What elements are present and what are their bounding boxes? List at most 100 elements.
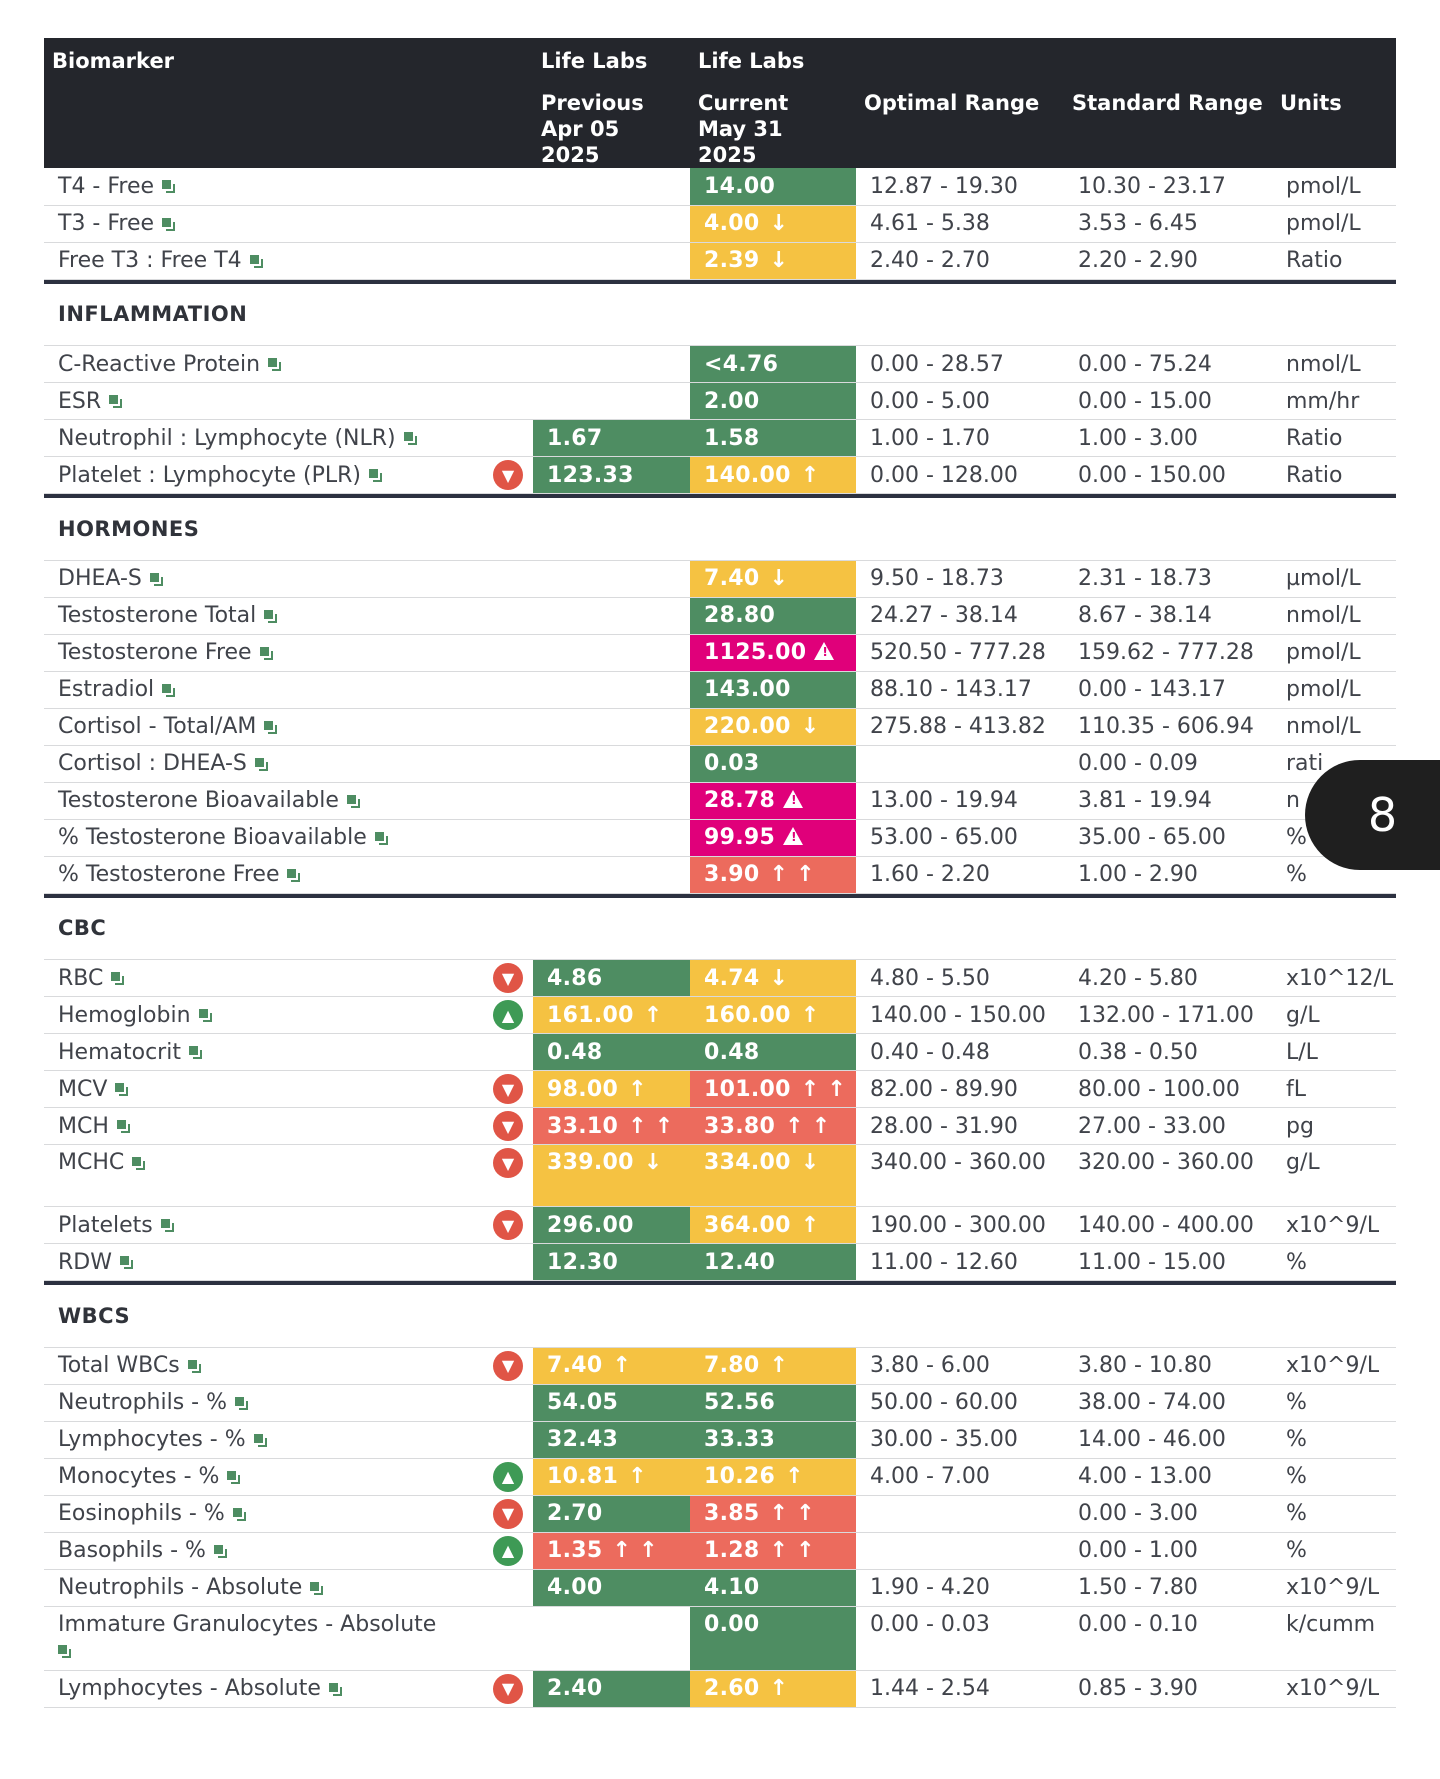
thumbs-up-icon[interactable]: ▲	[493, 1535, 523, 1566]
external-link-icon[interactable]	[116, 1120, 130, 1133]
external-link-icon[interactable]	[119, 1256, 133, 1269]
external-link-icon[interactable]	[328, 1682, 342, 1696]
thumbs-down-icon[interactable]: ▼	[493, 1673, 523, 1704]
table-row: Hematocrit 0.48 0.48 0.40 - 0.48 0.38 - …	[44, 1033, 1396, 1071]
units: x10^12/L	[1272, 959, 1396, 997]
external-link-icon[interactable]	[162, 180, 176, 194]
page-number-badge[interactable]: 8	[1305, 760, 1440, 870]
biomarker-name[interactable]: MCH ▼	[44, 1107, 533, 1145]
thumbs-down-icon[interactable]: ▼	[493, 1498, 523, 1529]
biomarker-name[interactable]: C-Reactive Protein	[44, 345, 533, 383]
external-link-icon[interactable]	[213, 1544, 227, 1558]
biomarker-name[interactable]: T3 - Free	[44, 205, 533, 243]
optimal-range: 140.00 - 150.00	[856, 996, 1064, 1034]
external-link-icon[interactable]	[132, 1156, 146, 1170]
external-link-icon[interactable]	[346, 794, 360, 808]
external-link-icon[interactable]	[253, 1433, 267, 1447]
biomarker-name[interactable]: Monocytes - % ▲	[44, 1458, 533, 1496]
external-link-icon[interactable]	[109, 395, 123, 408]
external-link-icon[interactable]	[232, 1507, 246, 1521]
previous-value: 1.67	[533, 419, 690, 457]
external-link-icon[interactable]	[187, 1359, 201, 1373]
header-current: Life Labs Current May 31 2025	[698, 49, 805, 167]
thumbs-down-icon[interactable]: ▼	[493, 1350, 523, 1381]
external-link-icon[interactable]	[188, 1046, 202, 1059]
biomarker-name[interactable]: Immature Granulocytes - Absolute	[44, 1606, 533, 1671]
external-link-icon[interactable]	[254, 757, 268, 771]
external-link-icon[interactable]	[162, 683, 176, 697]
previous-value: 296.00	[533, 1206, 690, 1244]
optimal-range: 50.00 - 60.00	[856, 1384, 1064, 1422]
thumbs-down-icon[interactable]: ▼	[493, 1210, 523, 1240]
previous-value: 7.40 ↑	[533, 1347, 690, 1385]
biomarker-name[interactable]: MCHC ▼	[44, 1144, 533, 1207]
units: k/cumm	[1272, 1606, 1396, 1671]
biomarker-name[interactable]: Basophils - % ▲	[44, 1532, 533, 1570]
biomarker-name[interactable]: Cortisol - Total/AM	[44, 708, 533, 746]
biomarker-name[interactable]: Testosterone Total	[44, 597, 533, 635]
optimal-range: 0.00 - 128.00	[856, 456, 1064, 494]
biomarker-name[interactable]: Total WBCs ▼	[44, 1347, 533, 1385]
arrow-up-icon: ↑	[769, 1353, 789, 1378]
biomarker-name[interactable]: T4 - Free	[44, 168, 533, 206]
biomarker-name[interactable]: ESR	[44, 382, 533, 420]
optimal-range: 4.61 - 5.38	[856, 205, 1064, 243]
biomarker-name[interactable]: % Testosterone Free	[44, 856, 533, 894]
biomarker-name[interactable]: Testosterone Free	[44, 634, 533, 672]
external-link-icon[interactable]	[162, 217, 176, 231]
thumbs-down-icon[interactable]: ▼	[493, 460, 523, 490]
external-link-icon[interactable]	[403, 432, 417, 445]
biomarker-name[interactable]: Cortisol : DHEA-S	[44, 745, 533, 783]
standard-range: 27.00 - 33.00	[1064, 1107, 1272, 1145]
standard-range: 1.00 - 2.90	[1064, 856, 1272, 894]
biomarker-name[interactable]: RDW	[44, 1243, 533, 1281]
arrow-up-icon: ↑ ↑	[612, 1538, 658, 1563]
thumbs-down-icon[interactable]: ▼	[493, 1074, 523, 1104]
external-link-icon[interactable]	[227, 1470, 241, 1484]
external-link-icon[interactable]	[374, 831, 388, 845]
external-link-icon[interactable]	[198, 1009, 212, 1022]
biomarker-name[interactable]: Platelet : Lymphocyte (PLR) ▼	[44, 456, 533, 494]
biomarker-name[interactable]: Estradiol	[44, 671, 533, 709]
thumbs-up-icon[interactable]: ▲	[493, 1461, 523, 1492]
biomarker-name[interactable]: DHEA-S	[44, 560, 533, 598]
biomarker-name[interactable]: Lymphocytes - Absolute ▼	[44, 1670, 533, 1708]
thumbs-down-icon[interactable]: ▼	[493, 1148, 523, 1178]
biomarker-name[interactable]: % Testosterone Bioavailable	[44, 819, 533, 857]
optimal-range: 3.80 - 6.00	[856, 1347, 1064, 1385]
external-link-icon[interactable]	[310, 1581, 324, 1595]
biomarker-name[interactable]: Lymphocytes - %	[44, 1421, 533, 1459]
biomarker-name[interactable]: Neutrophils - Absolute	[44, 1569, 533, 1607]
biomarker-name[interactable]: Hematocrit	[44, 1033, 533, 1071]
external-link-icon[interactable]	[264, 720, 278, 734]
biomarker-name[interactable]: Testosterone Bioavailable	[44, 782, 533, 820]
external-link-icon[interactable]	[259, 646, 273, 660]
biomarker-name[interactable]: Free T3 : Free T4	[44, 242, 533, 280]
external-link-icon[interactable]	[149, 572, 163, 586]
biomarker-name[interactable]: Neutrophils - %	[44, 1384, 533, 1422]
units: Ratio	[1272, 419, 1396, 457]
external-link-icon[interactable]	[160, 1219, 174, 1232]
thumbs-down-icon[interactable]: ▼	[493, 1111, 523, 1141]
external-link-icon[interactable]	[369, 469, 382, 482]
external-link-icon[interactable]	[268, 358, 282, 371]
biomarker-name[interactable]: RBC ▼	[44, 959, 533, 997]
external-link-icon[interactable]	[249, 254, 263, 268]
external-link-icon[interactable]	[58, 1645, 71, 1658]
thumbs-up-icon[interactable]: ▲	[493, 1000, 523, 1030]
biomarker-name[interactable]: Hemoglobin ▲	[44, 996, 533, 1034]
biomarker-name[interactable]: Neutrophil : Lymphocyte (NLR)	[44, 419, 533, 457]
standard-range: 0.00 - 150.00	[1064, 456, 1272, 494]
external-link-icon[interactable]	[111, 972, 125, 985]
table-row: RBC ▼ 4.86 4.74 ↓ 4.80 - 5.50 4.20 - 5.80 …	[44, 959, 1396, 997]
biomarker-name[interactable]: Platelets ▼	[44, 1206, 533, 1244]
thumbs-down-icon[interactable]: ▼	[493, 963, 523, 993]
external-link-icon[interactable]	[287, 868, 301, 882]
arrow-down-icon: ↓	[800, 1150, 820, 1175]
external-link-icon[interactable]	[264, 609, 278, 623]
external-link-icon[interactable]	[235, 1396, 249, 1410]
external-link-icon[interactable]	[115, 1083, 129, 1096]
biomarker-name[interactable]: Eosinophils - % ▼	[44, 1495, 533, 1533]
arrow-up-icon: ↑ ↑	[785, 1113, 831, 1139]
biomarker-name[interactable]: MCV ▼	[44, 1070, 533, 1108]
